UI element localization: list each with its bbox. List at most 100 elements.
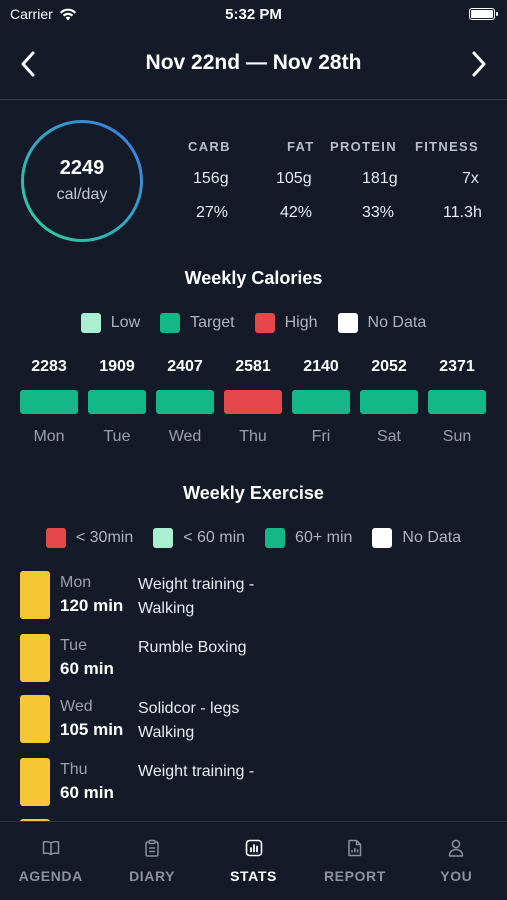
legend-label: No Data	[367, 314, 427, 331]
day-name: Thu	[239, 428, 267, 445]
legend-item: 60+ min	[265, 528, 352, 548]
battery-icon	[469, 8, 498, 20]
legend-swatch-low	[80, 313, 101, 333]
exercise-entry[interactable]: Mon 120 min Weight training - Walking	[20, 568, 490, 620]
day-status-bar	[224, 390, 282, 414]
carb-amount: 156g	[193, 170, 229, 187]
day-calories: 2052	[371, 358, 407, 375]
tab-label: DIARY	[129, 868, 176, 884]
legend-swatch-no-data	[337, 313, 358, 333]
tab-diary[interactable]: DIARY	[101, 822, 202, 900]
day-tue[interactable]: 1909 Tue	[88, 358, 146, 446]
document-chart-icon	[345, 838, 365, 858]
day-mon[interactable]: 2283 Mon	[20, 358, 78, 446]
fat-amount: 105g	[276, 170, 312, 187]
macro-header-carb: CARB	[188, 139, 231, 154]
day-fri[interactable]: 2140 Fri	[292, 358, 350, 446]
tab-stats[interactable]: STATS	[203, 822, 304, 900]
exercise-activities: Weight training -	[138, 760, 254, 784]
day-status-bar	[156, 390, 214, 414]
day-name: Sat	[376, 428, 401, 445]
day-sat[interactable]: 2052 Sat	[360, 358, 418, 446]
day-status-bar	[428, 390, 486, 414]
legend-swatch-over-60	[265, 528, 286, 548]
macro-header-fat: FAT	[287, 139, 315, 154]
next-week-button[interactable]	[463, 48, 495, 80]
exercise-day: Thu	[60, 761, 88, 778]
day-wed[interactable]: 2407 Wed	[156, 358, 214, 446]
header-divider	[0, 99, 507, 100]
legend-label: Target	[190, 314, 235, 331]
exercise-entry[interactable]: Tue 60 min Rumble Boxing	[20, 631, 490, 683]
tab-label: REPORT	[323, 868, 386, 884]
day-status-bar	[360, 390, 418, 414]
legend-label: No Data	[402, 529, 462, 546]
day-status-bar	[88, 390, 146, 414]
exercise-activities: Solidcor - legs Walking	[138, 697, 239, 745]
day-thu[interactable]: 2581 Thu	[224, 358, 282, 446]
weekly-calories-days: 2283 Mon 1909 Tue 2407 Wed 2581 Thu 2140…	[20, 358, 488, 448]
exercise-bar	[20, 819, 50, 821]
status-time: 5:32 PM	[225, 6, 282, 23]
book-icon	[41, 838, 61, 858]
day-calories: 2140	[303, 358, 339, 375]
activity-name: Rumble Boxing	[138, 639, 247, 656]
fitness-count: 7x	[462, 170, 479, 187]
carb-share: 27%	[196, 204, 229, 221]
tab-you[interactable]: YOU	[406, 822, 507, 900]
legend-swatch-high	[254, 313, 275, 333]
weekly-calories-title: Weekly Calories	[184, 268, 323, 288]
legend-item: High	[254, 313, 318, 333]
activity-name: Solidcor - legs	[138, 700, 240, 717]
status-bar: Carrier 5:32 PM	[0, 0, 507, 28]
day-name: Tue	[103, 428, 131, 445]
activity-name: Weight training -	[138, 763, 255, 780]
chart-icon	[244, 838, 264, 858]
day-calories: 2371	[439, 358, 475, 375]
day-calories: 2581	[235, 358, 271, 375]
protein-share: 33%	[362, 204, 395, 221]
calorie-ring	[21, 120, 143, 242]
exercise-entry[interactable]: Wed 105 min Solidcor - legs Walking	[20, 692, 490, 744]
legend-item: No Data	[372, 528, 461, 548]
exercise-bar	[20, 758, 50, 806]
exercise-entry[interactable]: Thu 60 min Weight training -	[20, 755, 490, 807]
exercise-bar	[20, 695, 50, 743]
legend-swatch-under-60	[153, 528, 174, 548]
carrier: Carrier	[10, 6, 77, 22]
exercise-entry-partial[interactable]	[20, 816, 490, 821]
legend-item: Target	[160, 313, 235, 333]
legend-item: Low	[80, 313, 140, 333]
exercise-bar	[20, 571, 50, 619]
day-calories: 2407	[167, 358, 203, 375]
legend-item: < 30min	[45, 528, 133, 548]
exercise-legend: < 30min < 60 min 60+ min No Data	[0, 528, 507, 548]
exercise-list[interactable]: Mon 120 min Weight training - Walking Tu…	[0, 568, 507, 821]
exercise-activities: Rumble Boxing	[138, 636, 247, 660]
day-name: Wed	[168, 428, 202, 445]
exercise-bar	[20, 634, 50, 682]
day-sun[interactable]: 2371 Sun	[428, 358, 486, 446]
chevron-right-icon	[472, 51, 486, 77]
exercise-duration: 60 min	[60, 659, 114, 678]
wifi-icon	[59, 8, 76, 20]
tab-agenda[interactable]: AGENDA	[0, 822, 101, 900]
exercise-day: Mon	[60, 574, 92, 591]
weekly-exercise-title: Weekly Exercise	[183, 483, 324, 503]
exercise-activities: Weight training - Walking	[138, 573, 254, 621]
tab-report[interactable]: REPORT	[304, 822, 405, 900]
legend-item: No Data	[337, 313, 427, 333]
fat-share: 42%	[280, 204, 313, 221]
date-range-title: Nov 22nd — Nov 28th	[145, 51, 362, 74]
exercise-day: Wed	[60, 698, 93, 715]
macro-header-protein: PROTEIN	[330, 139, 397, 154]
exercise-duration: 60 min	[60, 783, 114, 802]
day-calories: 1909	[99, 358, 135, 375]
daily-calories-unit: cal/day	[56, 186, 108, 203]
legend-swatch-no-data	[372, 528, 393, 548]
protein-amount: 181g	[362, 170, 398, 187]
tab-label: AGENDA	[18, 868, 83, 884]
previous-week-button[interactable]	[12, 48, 44, 80]
day-name: Mon	[33, 428, 65, 445]
legend-item: < 60 min	[153, 528, 245, 548]
